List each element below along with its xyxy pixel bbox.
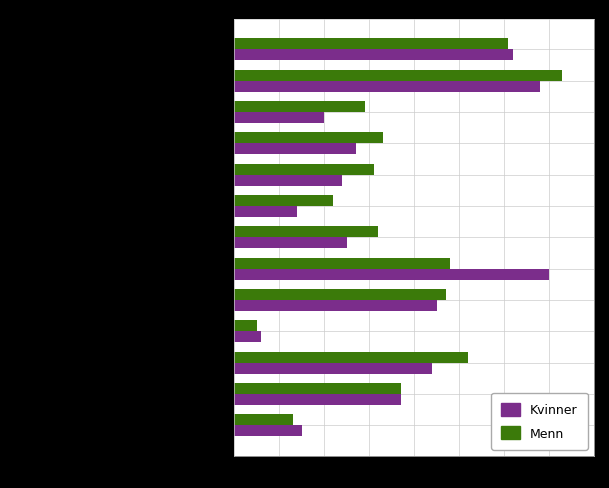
Bar <box>234 206 297 218</box>
Bar <box>234 258 450 269</box>
Bar <box>234 113 324 124</box>
Bar <box>234 50 513 61</box>
Bar <box>234 394 401 405</box>
Legend: Kvinner, Menn: Kvinner, Menn <box>491 393 588 450</box>
Bar <box>234 352 468 363</box>
Bar <box>234 289 446 301</box>
Bar <box>234 301 437 311</box>
Bar <box>234 40 509 50</box>
Bar <box>234 414 293 426</box>
Bar <box>234 144 356 155</box>
Bar <box>234 175 342 186</box>
Bar <box>234 196 333 206</box>
Bar <box>234 102 365 113</box>
Bar <box>234 332 261 343</box>
Bar <box>234 238 347 249</box>
Bar <box>234 321 257 332</box>
Bar <box>234 71 562 81</box>
Bar <box>234 133 382 144</box>
Bar <box>234 227 378 238</box>
Bar <box>234 81 540 93</box>
Bar <box>234 383 401 394</box>
Bar <box>234 363 432 374</box>
Bar <box>234 164 374 175</box>
Bar <box>234 269 549 280</box>
Bar <box>234 426 302 436</box>
